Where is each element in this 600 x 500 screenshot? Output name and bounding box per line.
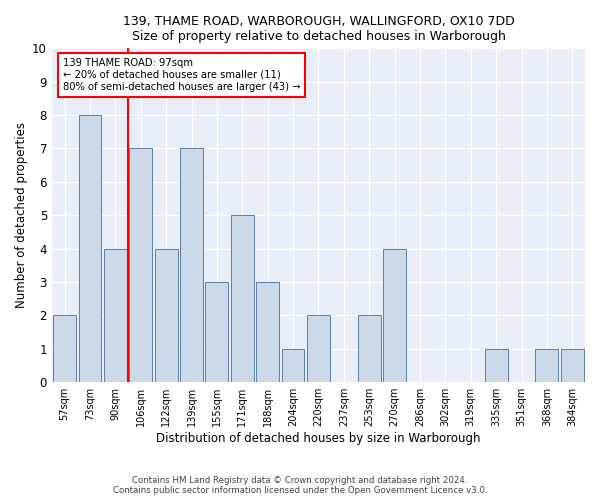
Bar bbox=[383, 248, 406, 382]
Text: 139 THAME ROAD: 97sqm
← 20% of detached houses are smaller (11)
80% of semi-deta: 139 THAME ROAD: 97sqm ← 20% of detached … bbox=[62, 58, 300, 92]
Bar bbox=[281, 349, 304, 382]
Bar bbox=[130, 148, 152, 382]
Bar bbox=[180, 148, 203, 382]
Bar bbox=[231, 216, 254, 382]
Bar bbox=[205, 282, 229, 382]
Bar bbox=[155, 248, 178, 382]
Bar bbox=[104, 248, 127, 382]
Bar bbox=[79, 115, 101, 382]
X-axis label: Distribution of detached houses by size in Warborough: Distribution of detached houses by size … bbox=[156, 432, 481, 445]
Bar bbox=[485, 349, 508, 382]
Text: Contains HM Land Registry data © Crown copyright and database right 2024.
Contai: Contains HM Land Registry data © Crown c… bbox=[113, 476, 487, 495]
Y-axis label: Number of detached properties: Number of detached properties bbox=[15, 122, 28, 308]
Bar bbox=[307, 316, 330, 382]
Bar bbox=[358, 316, 380, 382]
Title: 139, THAME ROAD, WARBOROUGH, WALLINGFORD, OX10 7DD
Size of property relative to : 139, THAME ROAD, WARBOROUGH, WALLINGFORD… bbox=[122, 15, 514, 43]
Bar bbox=[53, 316, 76, 382]
Bar bbox=[561, 349, 584, 382]
Bar bbox=[535, 349, 559, 382]
Bar bbox=[256, 282, 279, 382]
